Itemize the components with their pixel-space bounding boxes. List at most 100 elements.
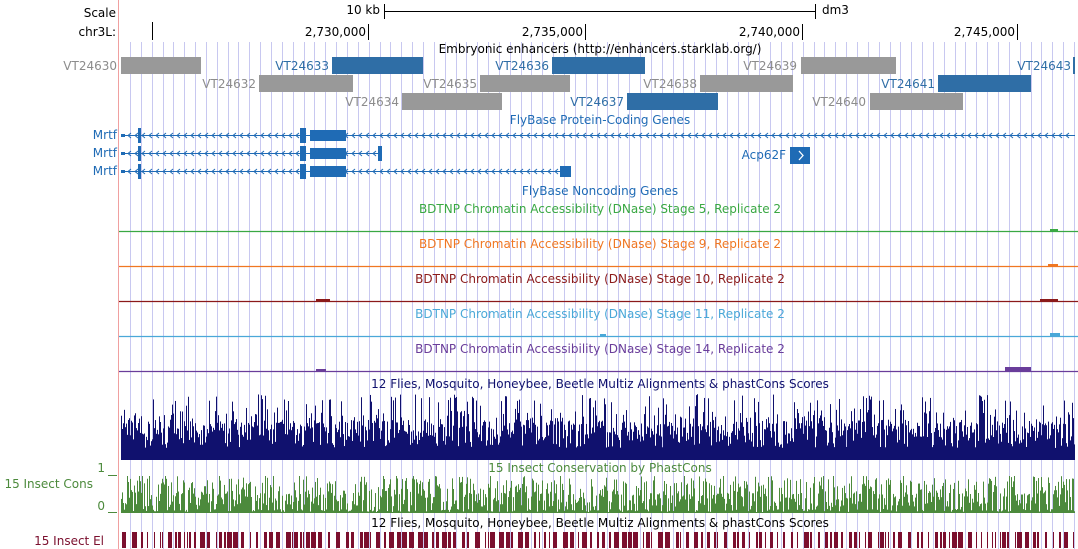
multiz-bar xyxy=(539,438,540,460)
phastcons-bar xyxy=(357,505,358,513)
multiz-bar xyxy=(121,415,122,460)
multiz-bar xyxy=(466,426,467,460)
element-block xyxy=(609,532,611,548)
multiz-bar xyxy=(721,425,722,460)
multiz-bar xyxy=(797,409,798,460)
phastcons-bar xyxy=(980,504,981,513)
phastcons-bar xyxy=(922,509,923,513)
phastcons-bar xyxy=(159,500,160,513)
multiz-bar xyxy=(802,417,803,460)
phastcons-bar xyxy=(659,493,660,513)
enhancer-feature[interactable]: VT24639 xyxy=(743,57,896,74)
element-block xyxy=(194,532,196,548)
multiz-bar xyxy=(923,436,924,460)
multiz-bar xyxy=(773,394,774,460)
phastcons-bar xyxy=(864,483,865,513)
phastcons-bar xyxy=(397,478,398,513)
phastcons-bar xyxy=(992,510,993,513)
phastcons-bar xyxy=(828,479,829,513)
gene-acp62f[interactable]: Acp62F xyxy=(742,147,810,164)
multiz-bar xyxy=(446,436,447,460)
multiz-bar xyxy=(429,397,430,460)
dnase-stage5-track[interactable]: BDTNP Chromatin Accessibility (DNase) St… xyxy=(119,202,1078,233)
dnase-stage10-track[interactable]: BDTNP Chromatin Accessibility (DNase) St… xyxy=(119,272,1078,303)
multiz-bar xyxy=(359,421,360,460)
dnase-stage11-track[interactable]: BDTNP Chromatin Accessibility (DNase) St… xyxy=(119,307,1078,338)
enhancer-feature[interactable]: VT24633 xyxy=(275,57,423,74)
multiz-bar xyxy=(162,444,163,460)
multiz-bar xyxy=(164,415,165,460)
enhancer-feature[interactable]: VT24641 xyxy=(881,75,1031,92)
gene-transcript[interactable]: Mrtf xyxy=(93,146,382,161)
phastcons-bar xyxy=(557,511,558,513)
track-side-label[interactable]: 15 Insect El xyxy=(34,534,104,548)
phastcons-bar xyxy=(249,482,250,513)
phastcons-bar xyxy=(644,482,645,513)
phastcons-bar xyxy=(471,493,472,513)
enhancer-feature[interactable]: VT24638 xyxy=(643,75,793,92)
phastcons-bar xyxy=(336,499,337,513)
multiz-bar xyxy=(641,423,642,460)
base-position-ruler[interactable]: Scale chr3L: 10 kb dm3 2,730,000 2,735,0… xyxy=(79,3,1018,40)
multiz-bar xyxy=(490,444,491,460)
phastcons-bar xyxy=(967,496,968,513)
enhancer-feature[interactable]: VT24634 xyxy=(345,93,502,110)
enhancer-feature[interactable]: VT24643 xyxy=(1017,57,1075,74)
multiz-bar xyxy=(151,441,152,460)
multiz-bar xyxy=(439,426,440,460)
multiz-bar xyxy=(725,416,726,460)
phastcons-bar xyxy=(568,494,569,513)
phastcons-bar xyxy=(259,498,260,513)
multiz-bar xyxy=(140,432,141,460)
gene-transcript[interactable]: Mrtf xyxy=(93,128,1075,143)
multiz-bar xyxy=(769,423,770,460)
element-block xyxy=(511,532,513,548)
phastcons-bar xyxy=(663,491,664,513)
phastcons-bar xyxy=(459,477,460,513)
phastcons-bar xyxy=(580,488,581,513)
element-block xyxy=(122,532,126,548)
phastcons-bar xyxy=(698,500,699,513)
conservation-histogram xyxy=(121,394,1075,460)
phastcons-bar xyxy=(489,487,490,513)
phastcons-bar xyxy=(337,501,338,513)
multiz-bar xyxy=(206,436,207,460)
conserved-elements-track[interactable]: 12 Flies, Mosquito, Honeybee, Beetle Mul… xyxy=(34,516,1074,548)
enhancer-feature[interactable]: VT24632 xyxy=(202,75,353,92)
multiz-conservation-track[interactable]: 12 Flies, Mosquito, Honeybee, Beetle Mul… xyxy=(121,377,1075,460)
enhancer-feature[interactable]: VT24636 xyxy=(495,57,645,74)
enhancer-feature[interactable]: VT24635 xyxy=(423,75,570,92)
multiz-bar xyxy=(1050,435,1051,460)
enhancer-feature[interactable]: VT24630 xyxy=(63,57,201,74)
multiz-bar xyxy=(670,434,671,460)
multiz-bar xyxy=(782,447,783,460)
multiz-bar xyxy=(1035,440,1036,460)
multiz-bar xyxy=(210,424,211,460)
multiz-bar xyxy=(743,426,744,460)
phastcons-bar xyxy=(369,490,370,513)
phastcons-bar xyxy=(771,476,772,513)
multiz-bar xyxy=(165,444,166,460)
enhancer-feature[interactable]: VT24640 xyxy=(812,93,963,110)
flybase-protein-coding-track[interactable]: FlyBase Protein-Coding Genes Mrtf Mrtf M… xyxy=(93,113,1075,179)
multiz-bar xyxy=(409,424,410,460)
multiz-bar xyxy=(269,440,270,460)
phastcons-track[interactable]: 15 Insect Conservation by PhastCons 15 I… xyxy=(4,461,1075,513)
element-block xyxy=(701,532,703,548)
multiz-bar xyxy=(735,435,736,460)
multiz-bar xyxy=(1016,410,1017,460)
phastcons-bar xyxy=(153,509,154,513)
dnase-stage9-track[interactable]: BDTNP Chromatin Accessibility (DNase) St… xyxy=(119,237,1078,268)
gene-transcript[interactable]: Mrtf xyxy=(93,164,571,179)
phastcons-bar xyxy=(449,511,450,513)
track-side-label[interactable]: 15 Insect Cons xyxy=(4,477,93,491)
phastcons-bar xyxy=(414,479,415,513)
enhancer-feature[interactable]: VT24637 xyxy=(570,93,718,110)
multiz-bar xyxy=(586,423,587,460)
multiz-bar xyxy=(1059,424,1060,460)
phastcons-bar xyxy=(539,500,540,513)
phastcons-bar xyxy=(944,510,945,513)
enhancers-track[interactable]: Embryonic enhancers (http://enhancers.st… xyxy=(63,42,1075,110)
dnase-stage14-track[interactable]: BDTNP Chromatin Accessibility (DNase) St… xyxy=(119,342,1078,373)
